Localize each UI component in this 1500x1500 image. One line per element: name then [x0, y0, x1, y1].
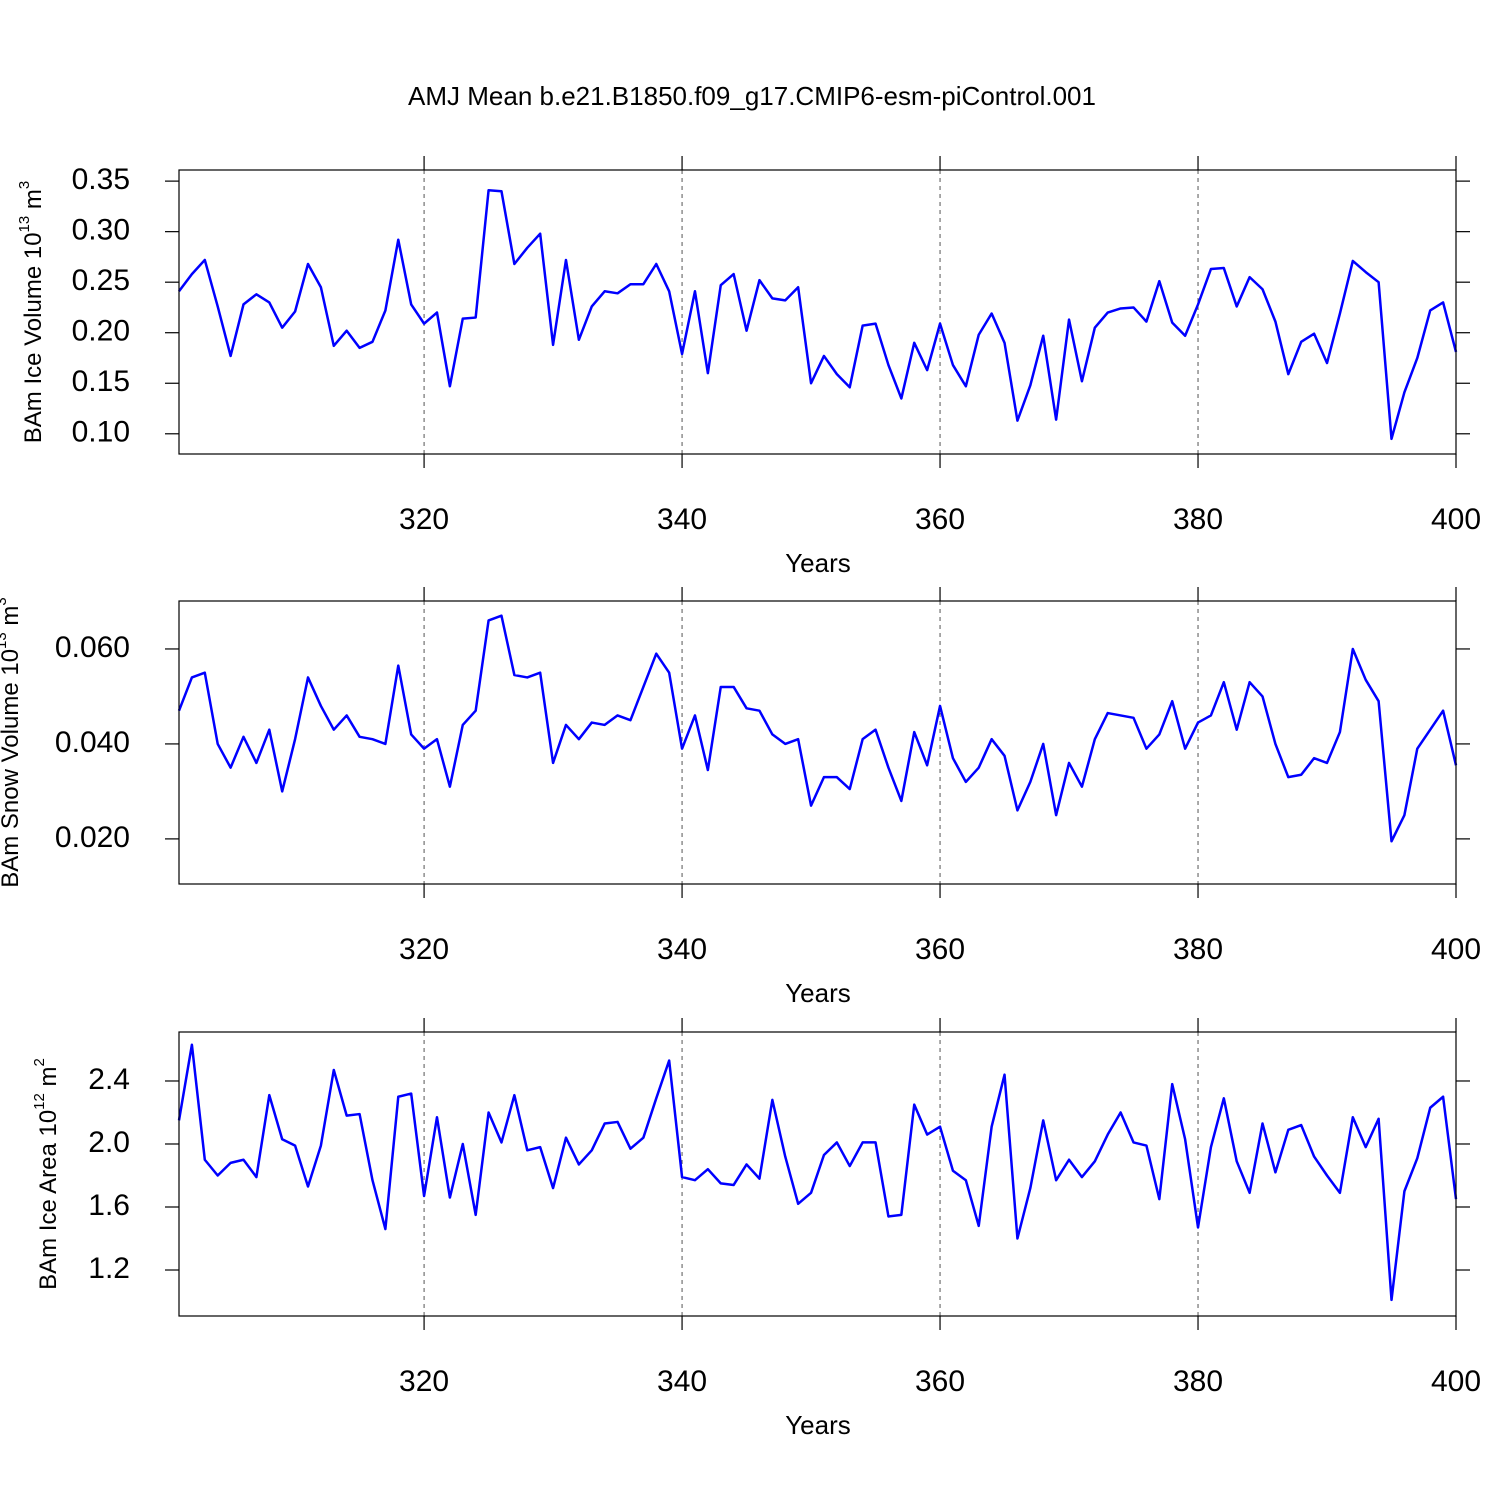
y-tick-label: 0.15 [72, 365, 130, 398]
y-axis-label: BAm Ice Volume 1013 m3 [16, 181, 47, 443]
y-tick-label: 2.0 [88, 1126, 130, 1159]
y-tick-label: 1.6 [88, 1189, 130, 1222]
plot-frame [178, 1031, 1457, 1317]
y-label-unit-exponent: 2 [31, 1058, 48, 1066]
x-tick-label: 340 [657, 503, 707, 536]
y-label-text: BAm Snow Volume 10 [0, 649, 24, 888]
x-tick-label: 340 [657, 1365, 707, 1398]
y-tick-label: 0.35 [72, 163, 130, 196]
plot-frame [178, 600, 1457, 885]
y-tick-label: 0.020 [55, 821, 130, 854]
x-tick-label: 400 [1431, 1365, 1481, 1398]
x-tick-label: 380 [1173, 933, 1223, 966]
data-line [177, 1043, 1458, 1302]
y-tick-label: 0.25 [72, 264, 130, 297]
y-tick-label: 0.060 [55, 631, 130, 664]
y-tick-label: 0.040 [55, 726, 130, 759]
x-tick-label: 340 [657, 933, 707, 966]
y-tick-label: 1.2 [88, 1252, 130, 1285]
y-label-unit: m [0, 606, 24, 626]
y-tick-label: 0.30 [72, 214, 130, 247]
y-label-unit-exponent: 3 [16, 181, 33, 189]
y-label-unit-exponent: 3 [0, 597, 10, 605]
y-axis-label: BAm Snow Volume 1013 m3 [0, 597, 24, 888]
y-label-exponent: 13 [0, 632, 10, 649]
x-tick-label: 360 [915, 933, 965, 966]
x-axis-label: Years [785, 1410, 851, 1440]
x-tick-label: 380 [1173, 1365, 1223, 1398]
x-axis-label: Years [785, 978, 851, 1008]
y-label-exponent: 13 [16, 216, 33, 233]
x-tick-label: 320 [399, 503, 449, 536]
chart-title: AMJ Mean b.e21.B1850.f09_g17.CMIP6-esm-p… [408, 81, 1096, 111]
y-label-unit: m [20, 189, 47, 209]
y-tick-label: 0.10 [72, 416, 130, 449]
y-tick-label: 0.20 [72, 315, 130, 348]
plot-frame [178, 169, 1457, 455]
x-tick-label: 400 [1431, 933, 1481, 966]
data-line [178, 188, 1458, 441]
y-label-space [35, 1086, 62, 1093]
y-axis-label: BAm Ice Area 1012 m2 [31, 1058, 62, 1290]
y-label-space [0, 626, 24, 633]
x-tick-label: 400 [1431, 503, 1481, 536]
x-axis-label: Years [785, 548, 851, 578]
x-tick-label: 380 [1173, 503, 1223, 536]
y-label-text: BAm Ice Volume 10 [20, 232, 47, 443]
y-label-text: BAm Ice Area 10 [35, 1110, 62, 1290]
y-label-exponent: 12 [31, 1093, 48, 1110]
data-line [177, 614, 1458, 843]
y-tick-label: 2.4 [88, 1063, 130, 1096]
y-label-space [20, 209, 47, 216]
x-tick-label: 360 [915, 1365, 965, 1398]
x-tick-label: 320 [399, 1365, 449, 1398]
y-label-unit: m [35, 1066, 62, 1086]
x-tick-label: 360 [915, 503, 965, 536]
x-tick-label: 320 [399, 933, 449, 966]
